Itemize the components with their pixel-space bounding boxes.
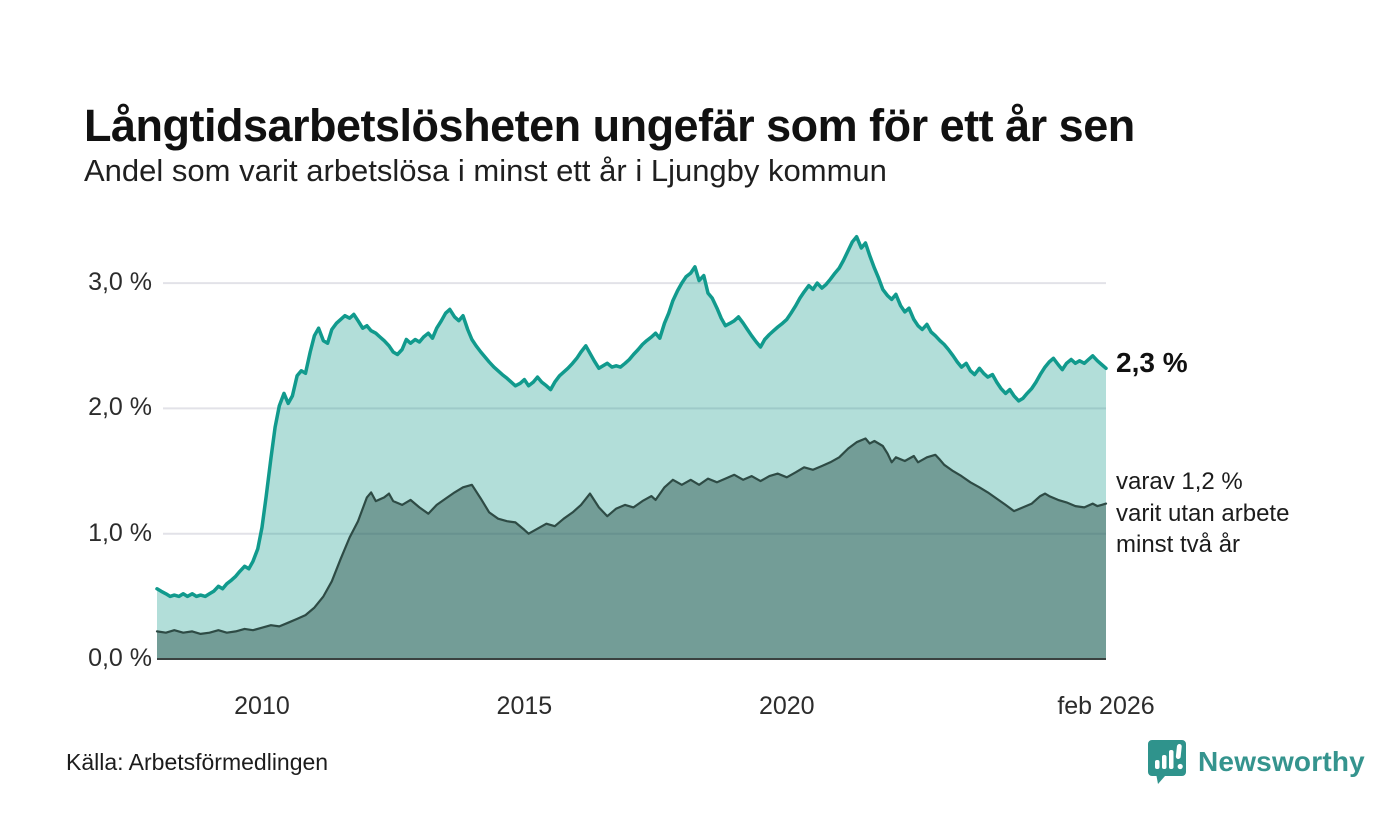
two-year-note-line: minst två år [1116,531,1241,558]
x-axis-tick-label: 2020 [758,692,815,720]
two-year-note-line: varav 1,2 % [1116,468,1243,495]
x-axis-tick-label: 2010 [234,692,290,720]
x-axis-tick-label: feb 2026 [1057,692,1155,720]
y-axis-tick-label: 2,0 % [88,393,152,422]
chart-subtitle: Andel som varit arbetslösa i minst ett å… [84,153,887,188]
newsworthy-logo: Newsworthy [1146,738,1365,786]
chart-title: Långtidsarbetslösheten ungefär som för e… [84,100,1135,152]
x-axis-tick-label: 2015 [496,692,553,720]
y-axis-tick-label: 3,0 % [88,268,152,297]
latest-value-annotation: 2,3 % [1116,347,1188,379]
source-note: Källa: Arbetsförmedlingen [66,749,329,775]
two-year-note-annotation: varav 1,2 % varit utan arbete minst två … [1116,466,1289,561]
two-year-note-line: varit utan arbete [1116,499,1290,527]
newsworthy-wordmark: Newsworthy [1198,746,1365,777]
y-axis-tick-label: 1,0 % [88,518,152,547]
newsworthy-logo-icon [1148,740,1186,784]
y-axis-tick-label: 0,0 % [88,644,152,672]
